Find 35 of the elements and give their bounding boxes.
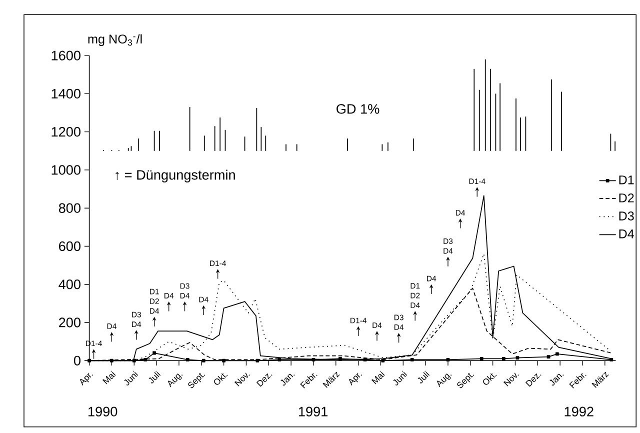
- x-tick-label: Apr.: [349, 372, 362, 386]
- legend-label: D1: [619, 176, 634, 184]
- y-tick-label: 800: [58, 203, 80, 214]
- x-tick-label: Aug.: [168, 374, 183, 388]
- x-tick-label: Dez.: [256, 374, 272, 387]
- x-tick-label: Aug.: [437, 374, 452, 388]
- x-tick-label: Jan.: [280, 374, 295, 386]
- x-tick-label: Nov.: [503, 372, 519, 386]
- legend-label: D2: [619, 194, 634, 202]
- x-tick-label: Dez.: [525, 374, 542, 387]
- y-tick-label: 1600: [52, 50, 80, 60]
- y-tick-label: 1200: [52, 127, 80, 137]
- text: 1990: [88, 406, 118, 417]
- x-tick-label: Mai: [102, 370, 116, 384]
- x-tick-label: Juli: [418, 370, 430, 384]
- text: 1991: [298, 406, 328, 417]
- y-tick-label: 200: [59, 318, 80, 328]
- y-tick-label: 600: [59, 242, 80, 252]
- y-tick-label: 400: [58, 280, 80, 290]
- legend-label: D3: [619, 212, 634, 221]
- x-tick-label: Jan.: [550, 374, 564, 386]
- y-tick-label: 0: [74, 356, 80, 366]
- annotation: ↑ = Düngungstermin: [116, 170, 235, 183]
- legend-label: D4: [619, 230, 634, 238]
- y-tick-label: 1400: [52, 88, 80, 99]
- x-tick-label: Okt.: [214, 373, 228, 385]
- y-axis-title: mg NO$_{3}$$^{-}$/l: [88, 34, 142, 46]
- x-tick-label: Nov.: [234, 372, 250, 386]
- y-tick-label: 1000: [52, 165, 80, 175]
- x-tick-label: Okt.: [483, 373, 497, 385]
- text: 1992: [564, 406, 594, 417]
- x-tick-label: Apr.: [80, 372, 93, 386]
- series-label: GD 1%: [336, 104, 380, 114]
- x-tick-label: Juli: [148, 370, 161, 384]
- x-tick-label: Mai: [372, 370, 385, 384]
